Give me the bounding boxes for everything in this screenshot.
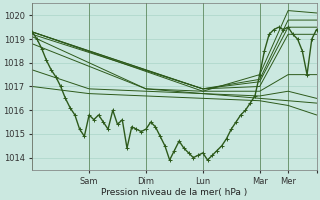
X-axis label: Pression niveau de la mer( hPa ): Pression niveau de la mer( hPa ): [101, 188, 247, 197]
